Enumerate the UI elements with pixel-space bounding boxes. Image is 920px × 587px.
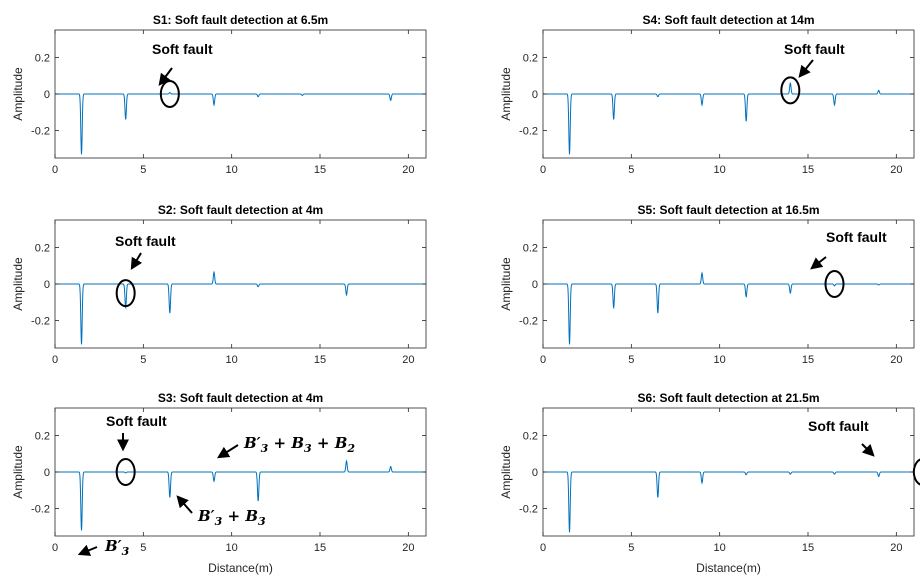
x-tick-label: 20	[402, 164, 414, 176]
x-tick-label: 5	[140, 354, 146, 366]
reflection-label: B′3 + B3 + B2	[243, 434, 355, 455]
subplot-title: S6: Soft fault detection at 21.5m	[637, 391, 819, 405]
annotation-arrow	[77, 544, 98, 556]
y-tick-label: -0.2	[519, 126, 538, 138]
x-tick-label: 20	[402, 354, 414, 366]
signal-line	[543, 471, 914, 533]
y-tick-label: 0	[532, 279, 538, 291]
x-axis-label: Distance(m)	[696, 561, 761, 575]
soft-fault-label: Soft fault	[152, 41, 213, 57]
x-tick-label: 15	[802, 164, 814, 176]
x-tick-label: 15	[314, 354, 326, 366]
soft-fault-label: Soft fault	[808, 418, 869, 434]
x-tick-label: 20	[890, 542, 902, 554]
annotation-arrow	[158, 67, 173, 86]
subplot-5: S5: Soft fault detection at 16.5m 0 5 10 15 2…	[499, 203, 915, 366]
x-tick-label: 10	[226, 542, 238, 554]
x-tick-label: 5	[628, 354, 634, 366]
x-tick-label: 15	[802, 542, 814, 554]
fault-circle	[115, 279, 136, 308]
y-axis-label: Amplitude	[499, 445, 513, 499]
reflection-label: B′3 + B3	[197, 507, 266, 528]
y-tick-label: 0.2	[35, 430, 50, 442]
fault-circle	[824, 270, 845, 298]
y-tick-label: -0.2	[31, 126, 50, 138]
y-axis-label: Amplitude	[11, 445, 25, 499]
fault-circle	[780, 76, 801, 105]
fault-circle	[912, 458, 920, 486]
x-tick-label: 5	[628, 164, 634, 176]
soft-fault-label: Soft fault	[106, 413, 167, 429]
soft-fault-label: Soft fault	[826, 229, 887, 245]
soft-fault-label: Soft fault	[115, 233, 176, 249]
subplot-title: S3: Soft fault detection at 4m	[158, 391, 323, 405]
subplot-1: S1: Soft fault detection at 6.5m 0 5 10 15 20…	[11, 13, 427, 176]
y-tick-label: 0	[532, 467, 538, 479]
y-tick-label: -0.2	[519, 504, 538, 516]
subplot-title: S1: Soft fault detection at 6.5m	[153, 13, 328, 27]
y-axis-label: Amplitude	[11, 67, 25, 121]
x-tick-label: 10	[226, 164, 238, 176]
soft-fault-label: Soft fault	[784, 41, 845, 57]
signal-line	[543, 271, 914, 345]
y-axis-label: Amplitude	[11, 257, 25, 311]
y-tick-label: 0	[532, 89, 538, 101]
x-tick-label: 5	[140, 164, 146, 176]
y-tick-label: 0.2	[523, 242, 538, 254]
y-tick-label: 0	[44, 89, 50, 101]
annotation-arrow	[216, 444, 239, 459]
y-tick-label: 0.2	[35, 242, 50, 254]
x-tick-label: 10	[714, 164, 726, 176]
x-tick-label: 15	[314, 542, 326, 554]
subplot-2: S2: Soft fault detection at 4m 0 5 10 15 20 0.…	[11, 203, 427, 366]
x-tick-label: 0	[540, 354, 546, 366]
y-tick-label: -0.2	[31, 504, 50, 516]
x-tick-label: 0	[540, 542, 546, 554]
subplot-title: S5: Soft fault detection at 16.5m	[637, 203, 819, 217]
y-tick-label: -0.2	[31, 316, 50, 328]
x-tick-label: 10	[714, 354, 726, 366]
annotation-arrow	[176, 495, 193, 514]
x-tick-label: 20	[890, 164, 902, 176]
x-tick-label: 20	[890, 354, 902, 366]
reflection-label: B′3	[104, 537, 130, 558]
x-tick-label: 0	[52, 164, 58, 176]
x-tick-label: 10	[714, 542, 726, 554]
y-tick-label: 0.2	[523, 52, 538, 64]
signal-line	[55, 92, 426, 155]
fault-circle	[115, 458, 136, 486]
x-axis-label: Distance(m)	[208, 561, 273, 575]
subplot-3: S3: Soft fault detection at 4m 0 5 10 15 20 0.…	[11, 391, 427, 575]
signal-line	[55, 270, 426, 345]
subplot-title: S2: Soft fault detection at 4m	[158, 203, 323, 217]
x-tick-label: 5	[628, 542, 634, 554]
x-tick-label: 15	[802, 354, 814, 366]
x-tick-label: 15	[314, 164, 326, 176]
x-tick-label: 0	[540, 164, 546, 176]
y-tick-label: 0.2	[523, 430, 538, 442]
annotation-arrow	[798, 59, 814, 78]
annotation-arrow	[810, 256, 827, 270]
x-tick-label: 0	[52, 542, 58, 554]
y-axis-label: Amplitude	[499, 257, 513, 311]
signal-line	[543, 82, 914, 155]
subplot-4: S4: Soft fault detection at 14m 0 5 10 15 20 0…	[499, 13, 915, 176]
y-tick-label: -0.2	[519, 316, 538, 328]
x-tick-label: 5	[140, 542, 146, 554]
x-tick-label: 0	[52, 354, 58, 366]
y-tick-label: 0	[44, 279, 50, 291]
annotation-arrow	[130, 252, 143, 271]
subplot-title: S4: Soft fault detection at 14m	[642, 13, 814, 27]
y-axis-label: Amplitude	[499, 67, 513, 121]
y-tick-label: 0.2	[35, 52, 50, 64]
x-tick-label: 10	[226, 354, 238, 366]
subplot-6: S6: Soft fault detection at 21.5m 0 5 10 15 2…	[499, 391, 920, 575]
y-tick-label: 0	[44, 467, 50, 479]
annotation-arrow	[861, 443, 875, 457]
x-tick-label: 20	[402, 542, 414, 554]
